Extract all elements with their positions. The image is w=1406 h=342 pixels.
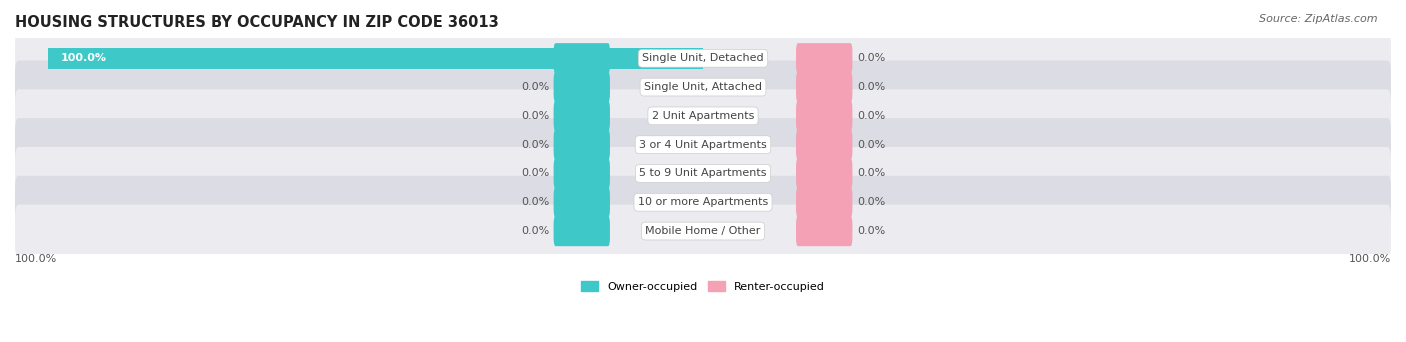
Text: 0.0%: 0.0% (858, 111, 886, 121)
Text: 0.0%: 0.0% (520, 82, 548, 92)
Text: 5 to 9 Unit Apartments: 5 to 9 Unit Apartments (640, 169, 766, 179)
Text: 0.0%: 0.0% (858, 53, 886, 63)
Text: 0.0%: 0.0% (858, 140, 886, 150)
Text: Single Unit, Detached: Single Unit, Detached (643, 53, 763, 63)
Text: Single Unit, Attached: Single Unit, Attached (644, 82, 762, 92)
FancyBboxPatch shape (554, 43, 610, 74)
Text: 0.0%: 0.0% (520, 111, 548, 121)
FancyBboxPatch shape (796, 158, 852, 188)
FancyBboxPatch shape (796, 43, 852, 74)
Text: 2 Unit Apartments: 2 Unit Apartments (652, 111, 754, 121)
FancyBboxPatch shape (554, 72, 610, 102)
FancyBboxPatch shape (554, 158, 610, 188)
Text: 0.0%: 0.0% (858, 82, 886, 92)
FancyBboxPatch shape (796, 216, 852, 246)
FancyBboxPatch shape (15, 89, 1391, 142)
Text: 100.0%: 100.0% (60, 53, 107, 63)
FancyBboxPatch shape (796, 187, 852, 218)
Text: 0.0%: 0.0% (520, 140, 548, 150)
FancyBboxPatch shape (796, 72, 852, 102)
Text: 0.0%: 0.0% (858, 226, 886, 236)
FancyBboxPatch shape (15, 176, 1391, 229)
FancyBboxPatch shape (15, 205, 1391, 258)
Text: 100.0%: 100.0% (15, 254, 58, 264)
Text: Source: ZipAtlas.com: Source: ZipAtlas.com (1260, 14, 1378, 24)
Text: 3 or 4 Unit Apartments: 3 or 4 Unit Apartments (640, 140, 766, 150)
Text: HOUSING STRUCTURES BY OCCUPANCY IN ZIP CODE 36013: HOUSING STRUCTURES BY OCCUPANCY IN ZIP C… (15, 15, 499, 30)
Text: 100.0%: 100.0% (1348, 254, 1391, 264)
Text: 0.0%: 0.0% (858, 197, 886, 207)
Text: 0.0%: 0.0% (520, 226, 548, 236)
FancyBboxPatch shape (796, 101, 852, 131)
Text: 0.0%: 0.0% (858, 169, 886, 179)
FancyBboxPatch shape (796, 130, 852, 160)
FancyBboxPatch shape (554, 187, 610, 218)
Text: 0.0%: 0.0% (520, 169, 548, 179)
Legend: Owner-occupied, Renter-occupied: Owner-occupied, Renter-occupied (576, 276, 830, 296)
FancyBboxPatch shape (554, 216, 610, 246)
Bar (48, 48, 703, 69)
FancyBboxPatch shape (554, 130, 610, 160)
Text: Mobile Home / Other: Mobile Home / Other (645, 226, 761, 236)
FancyBboxPatch shape (15, 147, 1391, 200)
FancyBboxPatch shape (15, 118, 1391, 171)
Text: 10 or more Apartments: 10 or more Apartments (638, 197, 768, 207)
Text: 0.0%: 0.0% (520, 197, 548, 207)
FancyBboxPatch shape (15, 61, 1391, 114)
FancyBboxPatch shape (15, 32, 1391, 85)
FancyBboxPatch shape (554, 101, 610, 131)
